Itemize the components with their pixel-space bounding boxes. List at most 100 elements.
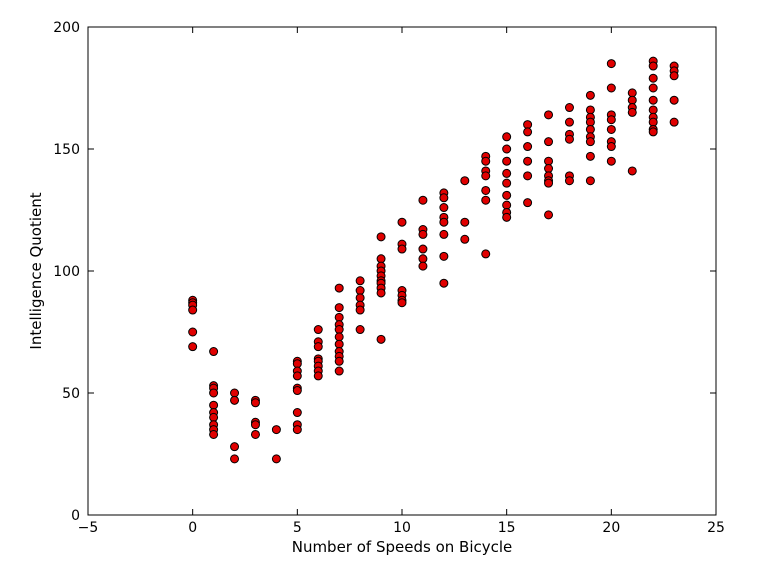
data-point: [230, 454, 240, 464]
data-point: [250, 420, 260, 430]
data-point: [334, 339, 344, 349]
y-tick-label: 100: [53, 264, 80, 280]
data-point: [230, 388, 240, 398]
x-tick-label: 20: [602, 520, 620, 536]
data-point: [523, 142, 533, 152]
data-point: [460, 176, 470, 186]
data-point: [334, 332, 344, 342]
data-point: [397, 217, 407, 227]
data-point: [606, 124, 616, 134]
y-axis-label: Intelligence Quotient: [27, 192, 45, 349]
x-tick-label: 15: [498, 520, 516, 536]
data-point: [502, 200, 512, 210]
data-point: [209, 400, 219, 410]
data-point: [648, 117, 658, 127]
data-point: [439, 251, 449, 261]
x-tick-label: 25: [707, 520, 725, 536]
data-point: [439, 278, 449, 288]
data-point: [209, 347, 219, 357]
data-point: [627, 88, 637, 98]
x-tick-label: −5: [78, 520, 99, 536]
data-point: [334, 303, 344, 313]
y-tick-label: 50: [62, 386, 80, 402]
data-point: [292, 359, 302, 369]
data-point: [313, 325, 323, 335]
y-tick-label: 150: [53, 142, 80, 158]
data-point: [502, 212, 512, 222]
data-point: [523, 171, 533, 181]
data-point: [292, 408, 302, 418]
data-point: [292, 371, 302, 381]
data-point: [397, 244, 407, 254]
data-point: [355, 305, 365, 315]
data-point: [669, 71, 679, 81]
data-point: [418, 261, 428, 271]
data-point: [606, 115, 616, 125]
data-point: [648, 73, 658, 83]
y-tick-label: 0: [71, 508, 80, 524]
data-point: [544, 164, 554, 174]
data-point: [292, 386, 302, 396]
data-point: [334, 283, 344, 293]
data-point: [481, 249, 491, 259]
data-point: [355, 293, 365, 303]
data-point: [564, 134, 574, 144]
data-point: [606, 83, 616, 93]
data-points: [188, 56, 679, 464]
data-point: [585, 105, 595, 115]
data-point: [606, 59, 616, 69]
data-point: [648, 95, 658, 105]
data-point: [648, 105, 658, 115]
data-point: [481, 171, 491, 181]
data-point: [669, 117, 679, 127]
data-point: [334, 366, 344, 376]
data-point: [585, 151, 595, 161]
data-point: [230, 442, 240, 452]
x-tick-label: 0: [188, 520, 197, 536]
data-point: [209, 429, 219, 439]
data-point: [564, 103, 574, 113]
data-point: [502, 190, 512, 200]
data-point: [627, 95, 637, 105]
data-point: [564, 176, 574, 186]
data-point: [209, 388, 219, 398]
data-point: [523, 127, 533, 137]
data-point: [627, 166, 637, 176]
data-point: [669, 95, 679, 105]
y-tick-label: 200: [53, 20, 80, 36]
data-point: [585, 176, 595, 186]
data-point: [502, 168, 512, 178]
data-point: [418, 244, 428, 254]
data-point: [460, 217, 470, 227]
data-point: [648, 61, 658, 71]
data-point: [648, 127, 658, 137]
data-point: [355, 325, 365, 335]
data-point: [481, 195, 491, 205]
data-point: [502, 144, 512, 154]
data-point: [188, 342, 198, 352]
data-point: [502, 178, 512, 188]
data-point: [648, 83, 658, 93]
x-tick-label: 10: [393, 520, 411, 536]
data-point: [523, 198, 533, 208]
data-point: [271, 425, 281, 435]
data-point: [585, 90, 595, 100]
data-point: [334, 325, 344, 335]
data-point: [313, 371, 323, 381]
data-point: [585, 124, 595, 134]
data-point: [334, 356, 344, 366]
data-point: [313, 342, 323, 352]
data-point: [418, 195, 428, 205]
data-point: [627, 107, 637, 117]
data-point: [355, 286, 365, 296]
data-point: [418, 254, 428, 264]
data-point: [439, 203, 449, 213]
data-point: [188, 327, 198, 337]
data-point: [439, 217, 449, 227]
data-point: [523, 120, 533, 130]
data-point: [376, 232, 386, 242]
x-tick-label: 5: [293, 520, 302, 536]
data-point: [355, 276, 365, 286]
